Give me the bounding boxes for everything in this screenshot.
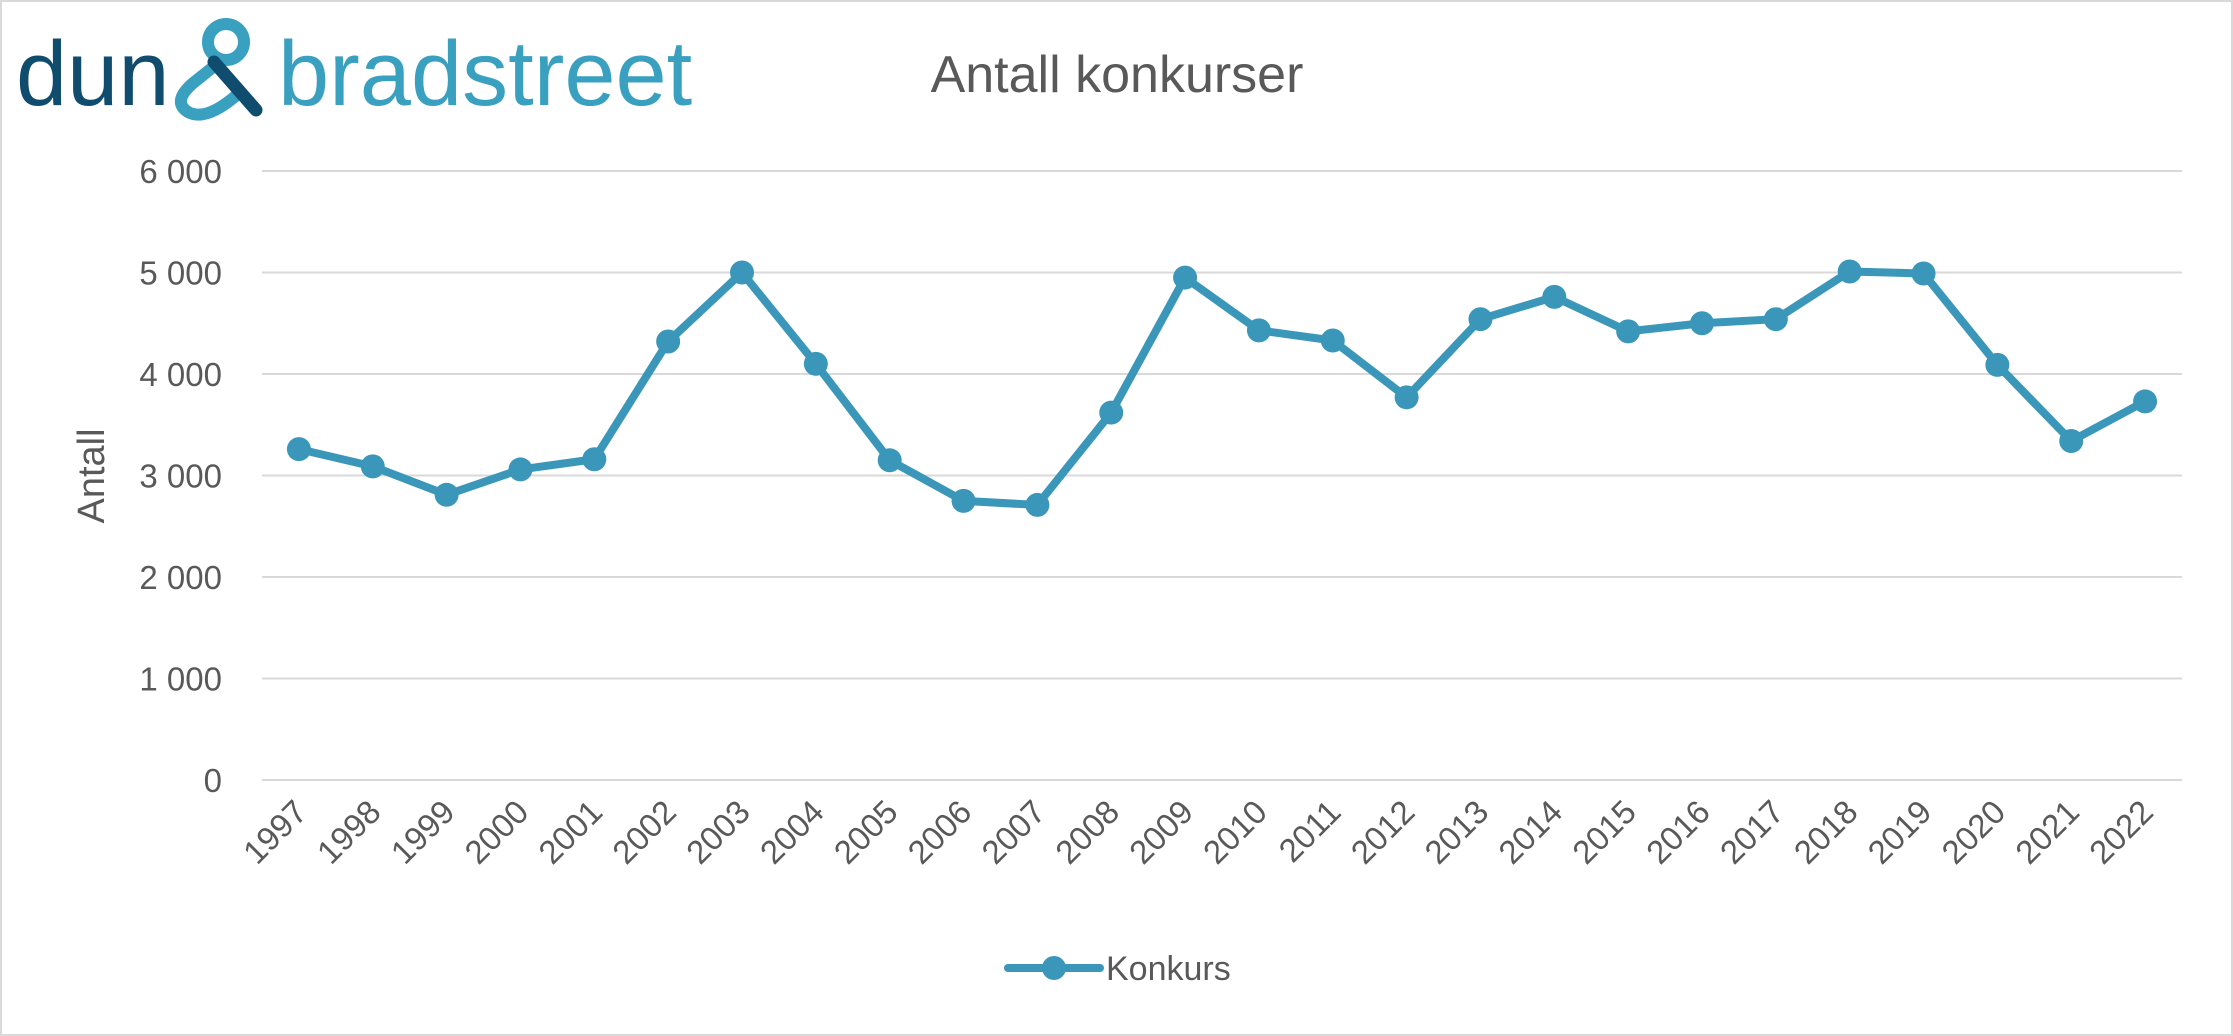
x-tick-label: 2021: [2008, 793, 2086, 871]
data-point: [803, 351, 828, 376]
x-tick-label: 2016: [1639, 793, 1717, 871]
x-tick-labels: 1997199819992000200120022003200420052006…: [236, 793, 2160, 871]
x-tick-label: 2001: [531, 793, 609, 871]
data-point: [360, 454, 385, 479]
y-tick-label: 5 000: [139, 255, 222, 292]
data-point: [2133, 389, 2158, 414]
x-tick-label: 2000: [457, 793, 535, 871]
y-tick-label: 2 000: [139, 559, 222, 596]
y-tick-label: 3 000: [139, 458, 222, 495]
x-tick-label: 2008: [1048, 793, 1126, 871]
data-point: [434, 482, 459, 507]
x-tick-label: 2010: [1196, 793, 1274, 871]
x-tick-label: 2004: [753, 793, 831, 871]
y-tick-label: 6 000: [139, 153, 222, 190]
x-tick-label: 2015: [1565, 793, 1643, 871]
data-point: [1246, 318, 1271, 343]
data-point: [286, 437, 311, 462]
y-axis-label: Antall: [71, 428, 113, 523]
x-tick-label: 2013: [1417, 793, 1495, 871]
dun-bradstreet-logo: dun bradstreet: [16, 18, 692, 125]
data-point: [730, 260, 754, 285]
logo-part-dun: dun: [16, 23, 170, 125]
data-point: [1320, 328, 1345, 353]
data-point: [1099, 400, 1124, 425]
data-point: [582, 447, 607, 472]
x-tick-label: 2007: [974, 793, 1052, 871]
x-tick-label: 2022: [2082, 793, 2160, 871]
data-point: [1911, 261, 1936, 286]
data-point: [1837, 259, 1862, 284]
x-tick-label: 2009: [1122, 793, 1200, 871]
series-line-konkurs: [294, 267, 2150, 509]
x-tick-label: 2018: [1787, 793, 1865, 871]
x-tick-label: 2020: [1934, 793, 2012, 871]
x-tick-label: 1997: [236, 793, 314, 871]
x-tick-label: 2012: [1343, 793, 1421, 871]
data-point: [2059, 428, 2084, 453]
data-point: [656, 329, 681, 354]
data-point: [951, 488, 976, 513]
data-point: [877, 448, 902, 473]
y-tick-label: 4 000: [139, 356, 222, 393]
x-tick-label: 2006: [900, 793, 978, 871]
data-point: [508, 457, 533, 482]
chart-title: Antall konkurser: [931, 46, 1304, 104]
y-tick-label: 1 000: [139, 661, 222, 698]
data-point: [1394, 385, 1419, 410]
data-point: [1763, 307, 1788, 332]
x-tick-label: 2002: [605, 793, 683, 871]
legend: Konkurs: [1004, 950, 1231, 988]
data-point: [1025, 492, 1050, 517]
data-point: [1985, 352, 2010, 377]
x-tick-label: 2014: [1491, 793, 1569, 871]
data-point: [1173, 265, 1198, 290]
x-tick-label: 2005: [827, 793, 905, 871]
series-konkurs: [286, 259, 2158, 517]
legend-label-konkurs: Konkurs: [1106, 950, 1231, 988]
data-point: [1542, 284, 1567, 309]
data-point: [1616, 319, 1641, 344]
y-tick-label: 0: [204, 762, 222, 799]
x-tick-label: 2011: [1271, 793, 1347, 869]
ampersand-logo-mark: [175, 18, 263, 121]
y-tick-labels: 0 1 000 2 000 3 000 4 000 5 000 6 000: [139, 153, 222, 799]
legend-dot-marker: [1042, 956, 1066, 980]
logo-part-bradstreet: bradstreet: [278, 23, 692, 125]
x-tick-label: 2017: [1713, 793, 1791, 871]
gridlines: [262, 170, 2182, 781]
x-tick-label: 2019: [1860, 793, 1938, 871]
x-tick-label: 1998: [310, 793, 388, 871]
data-point: [1690, 311, 1714, 336]
x-tick-label: 2003: [679, 793, 757, 871]
data-point: [1468, 307, 1493, 332]
x-tick-label: 1999: [383, 793, 461, 871]
